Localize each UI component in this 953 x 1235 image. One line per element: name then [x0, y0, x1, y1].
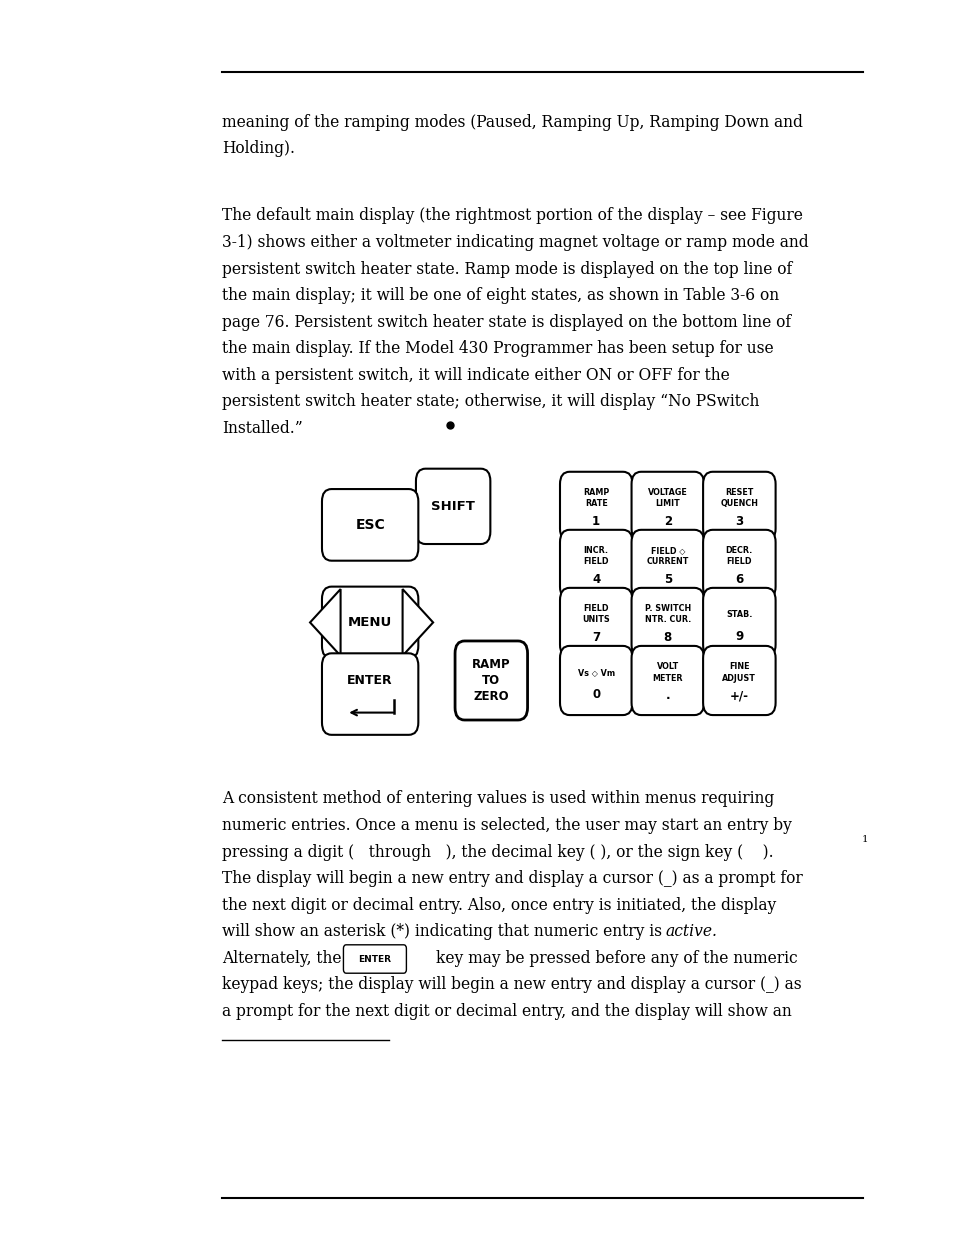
- FancyBboxPatch shape: [455, 641, 527, 720]
- Text: TO: TO: [482, 674, 499, 687]
- Text: FIELD ◇: FIELD ◇: [650, 546, 684, 556]
- Text: QUENCH: QUENCH: [720, 499, 758, 509]
- Text: FINE: FINE: [728, 662, 749, 672]
- Text: 1: 1: [592, 515, 599, 529]
- Text: keypad keys; the display will begin a new entry and display a cursor (_) as: keypad keys; the display will begin a ne…: [222, 976, 801, 993]
- Text: The display will begin a new entry and display a cursor (_) as a prompt for: The display will begin a new entry and d…: [222, 869, 802, 887]
- Text: meaning of the ramping modes (Paused, Ramping Up, Ramping Down and: meaning of the ramping modes (Paused, Ra…: [222, 114, 802, 131]
- Polygon shape: [310, 589, 340, 656]
- Text: 8: 8: [663, 631, 671, 645]
- Text: DECR.: DECR.: [725, 546, 752, 556]
- Text: .: .: [665, 689, 669, 703]
- Text: ESC: ESC: [355, 517, 385, 532]
- FancyBboxPatch shape: [702, 530, 775, 599]
- Text: 3: 3: [735, 515, 742, 529]
- Text: 0: 0: [592, 688, 599, 700]
- Text: STAB.: STAB.: [725, 610, 752, 619]
- Text: SHIFT: SHIFT: [431, 500, 475, 513]
- Text: Vs ◇ Vm: Vs ◇ Vm: [578, 668, 614, 677]
- Polygon shape: [402, 589, 433, 656]
- Text: FIELD: FIELD: [726, 557, 751, 567]
- Text: ENTER: ENTER: [358, 955, 391, 963]
- FancyBboxPatch shape: [631, 472, 703, 541]
- Text: ZERO: ZERO: [473, 689, 509, 703]
- FancyBboxPatch shape: [321, 587, 417, 658]
- Text: 2: 2: [663, 515, 671, 529]
- Text: P. SWITCH: P. SWITCH: [644, 604, 690, 614]
- Text: VOLT: VOLT: [656, 662, 679, 672]
- Text: will show an asterisk (*) indicating that numeric entry is: will show an asterisk (*) indicating tha…: [222, 924, 666, 940]
- Text: 9: 9: [735, 630, 742, 642]
- Text: RAMP: RAMP: [582, 488, 609, 498]
- Text: FIELD: FIELD: [583, 557, 608, 567]
- FancyBboxPatch shape: [343, 945, 406, 973]
- FancyBboxPatch shape: [702, 588, 775, 657]
- Text: NTR. CUR.: NTR. CUR.: [644, 615, 690, 625]
- Text: 7: 7: [592, 631, 599, 645]
- Text: METER: METER: [652, 673, 682, 683]
- Text: RESET: RESET: [724, 488, 753, 498]
- Text: CURRENT: CURRENT: [646, 557, 688, 567]
- FancyBboxPatch shape: [559, 646, 632, 715]
- Text: 6: 6: [735, 573, 742, 587]
- FancyBboxPatch shape: [631, 588, 703, 657]
- Text: page 76. Persistent switch heater state is displayed on the bottom line of: page 76. Persistent switch heater state …: [222, 314, 791, 331]
- Text: the next digit or decimal entry. Also, once entry is initiated, the display: the next digit or decimal entry. Also, o…: [222, 897, 776, 914]
- Text: LIMIT: LIMIT: [655, 499, 679, 509]
- Text: 5: 5: [663, 573, 671, 587]
- Text: INCR.: INCR.: [583, 546, 608, 556]
- Text: numeric entries. Once a menu is selected, the user may start an entry by: numeric entries. Once a menu is selected…: [222, 818, 791, 834]
- Text: +/-: +/-: [729, 689, 748, 703]
- Text: A consistent method of entering values is used within menus requiring: A consistent method of entering values i…: [222, 790, 774, 808]
- Text: RAMP: RAMP: [472, 658, 510, 672]
- Text: pressing a digit (   through   ), the decimal key ( ), or the sign key (    ).: pressing a digit ( through ), the decima…: [222, 844, 773, 861]
- Text: persistent switch heater state; otherwise, it will display “No PSwitch: persistent switch heater state; otherwis…: [222, 393, 759, 410]
- Text: ADJUST: ADJUST: [721, 673, 756, 683]
- FancyBboxPatch shape: [559, 472, 632, 541]
- Text: Installed.”: Installed.”: [222, 420, 303, 437]
- Text: RATE: RATE: [584, 499, 607, 509]
- Text: ENTER: ENTER: [347, 674, 393, 687]
- Text: 3-1) shows either a voltmeter indicating magnet voltage or ramp mode and: 3-1) shows either a voltmeter indicating…: [222, 235, 808, 251]
- Text: persistent switch heater state. Ramp mode is displayed on the top line of: persistent switch heater state. Ramp mod…: [222, 261, 792, 278]
- FancyBboxPatch shape: [321, 653, 417, 735]
- Text: key may be pressed before any of the numeric: key may be pressed before any of the num…: [436, 950, 797, 967]
- Text: a prompt for the next digit or decimal entry, and the display will show an: a prompt for the next digit or decimal e…: [222, 1003, 791, 1020]
- Text: 1: 1: [861, 835, 867, 844]
- Text: The default main display (the rightmost portion of the display – see Figure: The default main display (the rightmost …: [222, 207, 802, 225]
- Text: FIELD: FIELD: [583, 604, 608, 614]
- FancyBboxPatch shape: [702, 472, 775, 541]
- Text: with a persistent switch, it will indicate either ON or OFF for the: with a persistent switch, it will indica…: [222, 367, 729, 384]
- FancyBboxPatch shape: [631, 530, 703, 599]
- Text: the main display; it will be one of eight states, as shown in Table 3-6 on: the main display; it will be one of eigh…: [222, 288, 779, 304]
- FancyBboxPatch shape: [416, 468, 490, 543]
- FancyBboxPatch shape: [321, 489, 417, 561]
- Text: MENU: MENU: [348, 616, 392, 629]
- Text: the main display. If the Model 430 Programmer has been setup for use: the main display. If the Model 430 Progr…: [222, 341, 773, 357]
- Text: Holding).: Holding).: [222, 140, 295, 157]
- FancyBboxPatch shape: [559, 588, 632, 657]
- Text: UNITS: UNITS: [581, 615, 610, 625]
- FancyBboxPatch shape: [702, 646, 775, 715]
- Text: VOLTAGE: VOLTAGE: [647, 488, 687, 498]
- FancyBboxPatch shape: [631, 646, 703, 715]
- Text: active.: active.: [665, 924, 717, 940]
- FancyBboxPatch shape: [559, 530, 632, 599]
- Text: Alternately, the: Alternately, the: [222, 950, 341, 967]
- Text: 4: 4: [592, 573, 599, 587]
